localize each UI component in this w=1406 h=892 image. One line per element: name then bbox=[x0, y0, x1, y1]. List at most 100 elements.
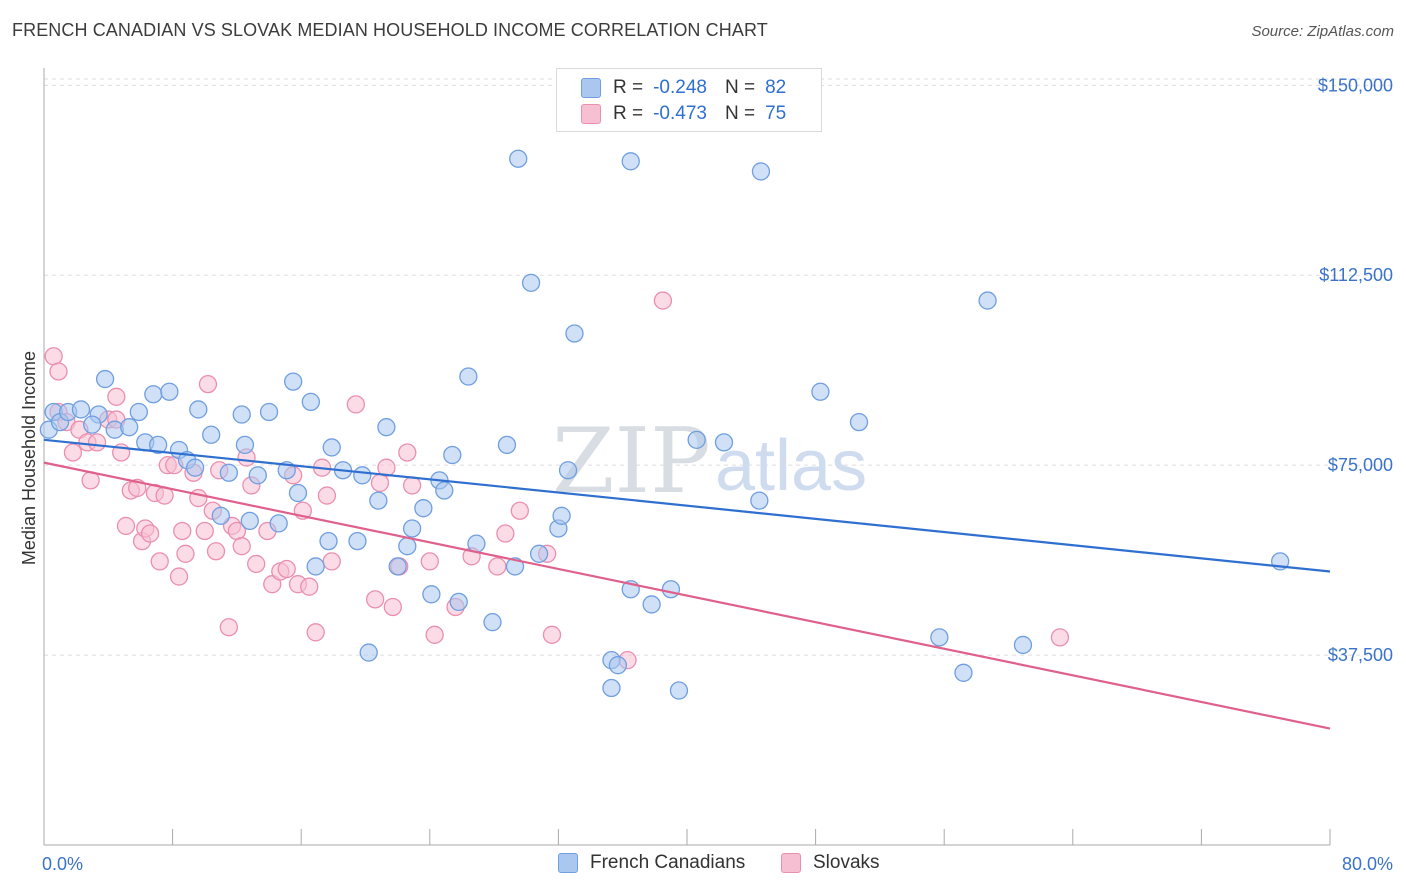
french-canadian-point bbox=[202, 425, 221, 444]
bottom-legend-french: French Canadians bbox=[558, 852, 745, 874]
slovak-point bbox=[107, 387, 126, 406]
french-canadian-point bbox=[751, 162, 771, 181]
french-canadian-point bbox=[211, 506, 230, 525]
slovak-point bbox=[198, 374, 218, 394]
legend-swatch-slovak bbox=[581, 104, 601, 124]
watermark-atlas: atlas bbox=[715, 426, 867, 506]
slovak-point bbox=[306, 623, 325, 642]
french-canadian-point bbox=[185, 458, 205, 477]
french-canadian-point bbox=[369, 491, 388, 510]
correlation-legend: R = -0.248 N = 82 R = -0.473 N = 75 bbox=[556, 68, 822, 132]
french-canadian-point bbox=[402, 519, 422, 538]
french-canadian-point bbox=[459, 367, 478, 386]
axes bbox=[43, 68, 1331, 846]
legend-r-value: -0.473 bbox=[653, 103, 707, 124]
french-canadian-points bbox=[39, 149, 1290, 700]
slovak-point bbox=[346, 395, 366, 414]
slovak-point bbox=[317, 486, 337, 505]
y-tick-label: $37,500 bbox=[1328, 645, 1393, 665]
legend-r-label: R = bbox=[613, 77, 644, 98]
slovak-point bbox=[87, 433, 107, 452]
french-canadian-point bbox=[322, 438, 341, 457]
french-canadian-point bbox=[219, 463, 239, 482]
french-canadian-point bbox=[235, 435, 255, 455]
french-canadian-point bbox=[301, 392, 320, 412]
slovak-point bbox=[377, 458, 396, 477]
french-canadian-point bbox=[608, 656, 628, 675]
french-canadian-point bbox=[529, 544, 549, 563]
french-canadian-point bbox=[259, 402, 279, 422]
legend-n-label: N = bbox=[724, 77, 756, 98]
french-canadian-point bbox=[144, 385, 163, 404]
slovak-point bbox=[173, 521, 192, 541]
slovak-point bbox=[420, 552, 439, 571]
bottom-legend-label-slovak: Slovaks bbox=[813, 852, 880, 873]
french-canadian-point bbox=[388, 557, 407, 576]
slovak-point bbox=[247, 554, 266, 574]
y-tick-label: $150,000 bbox=[1318, 75, 1393, 95]
french-canadian-point bbox=[232, 405, 251, 424]
legend-n-value: 75 bbox=[765, 103, 787, 124]
french-canadian-point bbox=[497, 435, 517, 455]
french-canadian-point bbox=[288, 483, 308, 503]
french-canadian-point bbox=[83, 415, 102, 434]
bottom-legend-label-french: French Canadians bbox=[590, 852, 746, 873]
x-tick-label: 80.0% bbox=[1342, 854, 1393, 874]
y-tick-labels: $37,500 $75,000 $112,500 $150,000 bbox=[1318, 75, 1393, 665]
french-canadian-point bbox=[449, 592, 468, 612]
slovak-point bbox=[383, 597, 402, 617]
legend-r-value: -0.248 bbox=[653, 77, 707, 98]
french-canadian-point bbox=[269, 514, 288, 533]
y-tick-label: $75,000 bbox=[1328, 455, 1393, 475]
legend-row-french: R = -0.248 N = 82 bbox=[581, 75, 792, 101]
french-canadian-point bbox=[483, 613, 502, 632]
legend-n-label: N = bbox=[724, 103, 756, 124]
french-canadian-point bbox=[811, 382, 830, 401]
slovak-point bbox=[232, 537, 251, 556]
slovak-trend-line bbox=[43, 461, 1331, 730]
french-canadian-point bbox=[435, 481, 454, 500]
legend-r-label: R = bbox=[613, 103, 644, 124]
french-canadian-point bbox=[348, 531, 367, 551]
french-canadian-point bbox=[954, 663, 973, 682]
french-canadian-point bbox=[558, 461, 578, 480]
slovak-point bbox=[219, 618, 239, 637]
slovak-point bbox=[44, 347, 63, 366]
slovak-point bbox=[206, 542, 226, 561]
french-canadian-point bbox=[602, 678, 621, 698]
slovak-point bbox=[150, 552, 169, 571]
slovak-point bbox=[49, 362, 68, 381]
slovak-point bbox=[365, 590, 385, 609]
french-canadian-point bbox=[509, 149, 528, 168]
legend-row-slovak: R = -0.473 N = 75 bbox=[581, 101, 792, 127]
french-canadian-point bbox=[669, 681, 689, 700]
slovak-point bbox=[63, 443, 83, 462]
french-canadian-point bbox=[467, 534, 486, 553]
grid-lines bbox=[44, 78, 1395, 656]
french-canadian-point bbox=[377, 418, 396, 437]
y-tick-label: $112,500 bbox=[1319, 265, 1393, 285]
french-canadian-point bbox=[120, 418, 139, 437]
french-canadian-point bbox=[353, 466, 372, 485]
legend-swatch-french bbox=[581, 78, 601, 98]
french-canadian-point bbox=[306, 557, 325, 576]
french-canadian-point bbox=[750, 491, 769, 510]
slovak-point bbox=[398, 443, 417, 462]
french-canadian-point bbox=[284, 372, 303, 391]
french-canadian-point bbox=[240, 511, 259, 531]
watermark: ZIP atlas bbox=[552, 409, 867, 514]
french-canadian-point bbox=[71, 400, 91, 419]
french-canadian-point bbox=[521, 273, 541, 292]
slovak-point bbox=[195, 521, 214, 541]
french-canadian-point bbox=[398, 537, 417, 556]
french-canadian-point bbox=[642, 595, 661, 614]
french-canadian-point bbox=[930, 628, 949, 647]
trend-lines bbox=[43, 438, 1331, 730]
french-canadian-point bbox=[422, 585, 441, 604]
french-canadian-point bbox=[129, 402, 148, 422]
french-canadian-point bbox=[319, 531, 338, 551]
slovak-point bbox=[1050, 628, 1070, 647]
legend-n-value: 82 bbox=[765, 77, 787, 98]
x-tick-label: 0.0% bbox=[42, 854, 83, 874]
